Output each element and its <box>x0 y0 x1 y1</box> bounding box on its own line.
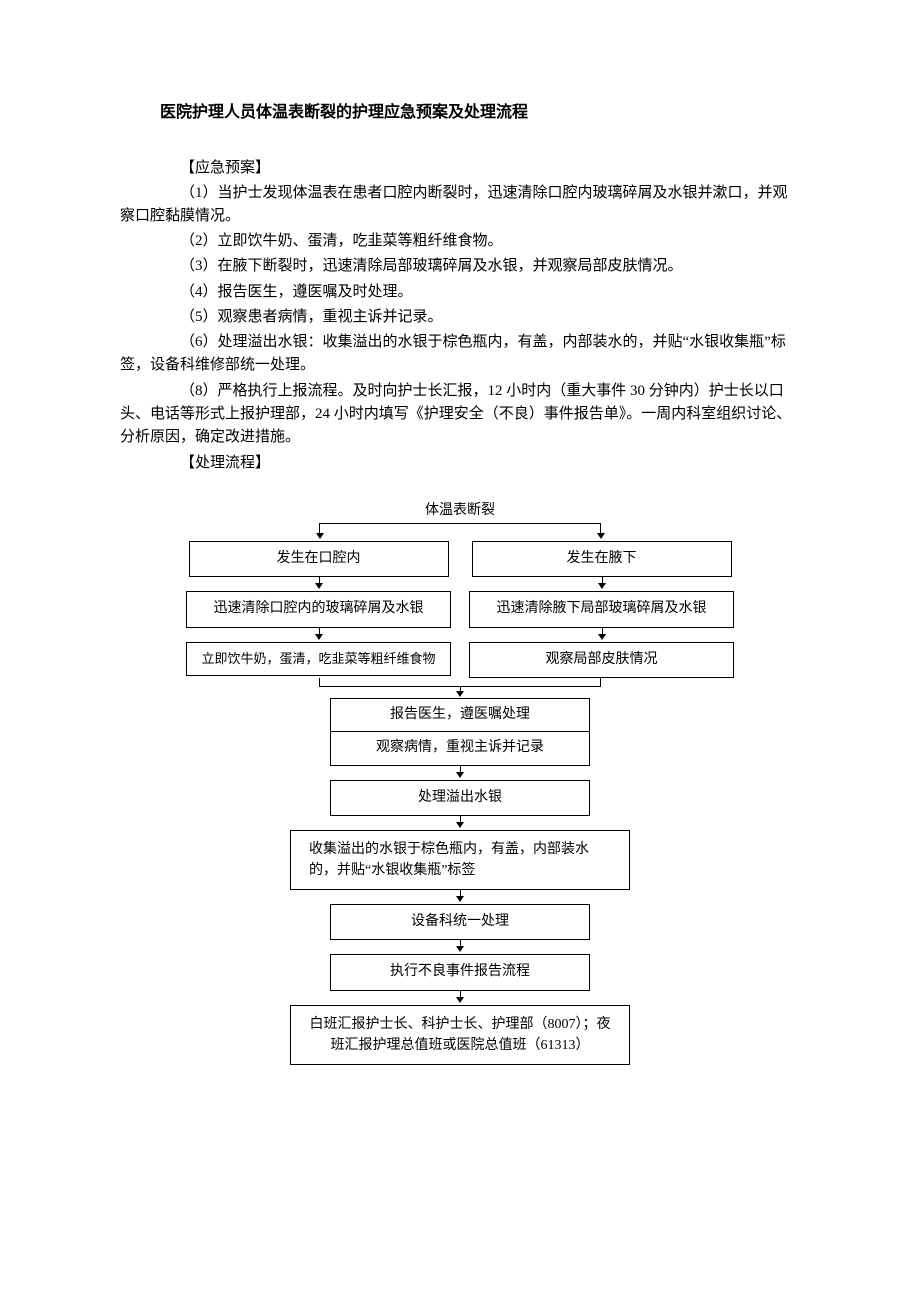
arrow-down-icon <box>455 890 465 904</box>
arrow-down-icon <box>455 940 465 954</box>
plan-p4: （4）报告医生，遵医嘱及时处理。 <box>180 281 800 304</box>
plan-p8: （8）严格执行上报流程。及时向护士长汇报，12 小时内（重大事件 30 分钟内）… <box>120 380 800 450</box>
flow-node-right-1: 发生在腋下 <box>472 541 732 577</box>
plan-p3: （3）在腋下断裂时，迅速清除局部玻璃碎屑及水银，并观察局部皮肤情况。 <box>120 255 800 278</box>
flow-node-m3: 收集溢出的水银于棕色瓶内，有盖，内部装水的，并贴“水银收集瓶”标签 <box>290 830 630 890</box>
plan-p5: （5）观察患者病情，重视主诉并记录。 <box>180 306 800 329</box>
flow-node-m6: 白班汇报护士长、科护士长、护理部（8007）；夜班汇报护理总值班或医院总值班（6… <box>290 1005 630 1065</box>
flow-row-1: 发生在口腔内 迅速清除口腔内的玻璃碎屑及水银 立即饮牛奶，蛋清，吃韭菜等粗纤维食… <box>120 541 800 678</box>
plan-p1: （1）当护士发现体温表在患者口腔内断裂时，迅速清除口腔内玻璃碎屑及水银并漱口，并… <box>120 182 800 229</box>
process-flow-header: 【处理流程】 <box>180 451 800 475</box>
flow-merge-connector <box>189 678 731 698</box>
flowchart-container: 体温表断裂 发生在口腔内 迅速清除口腔内的玻璃碎屑及水银 立即饮牛奶，蛋清，吃韭… <box>120 500 800 1065</box>
plan-p6: （6）处理溢出水银：收集溢出的水银于棕色瓶内，有盖，内部装水的，并贴“水银收集瓶… <box>120 331 800 378</box>
arrow-down-icon <box>455 991 465 1005</box>
flow-node-m5: 执行不良事件报告流程 <box>330 954 590 990</box>
flow-node-left-2: 迅速清除口腔内的玻璃碎屑及水银 <box>186 591 451 627</box>
flow-node-merged-1: 报告医生，遵医嘱处理 观察病情，重视主诉并记录 <box>330 698 590 766</box>
arrow-down-icon <box>597 628 607 642</box>
emergency-plan-header: 【应急预案】 <box>180 156 800 180</box>
page-title: 医院护理人员体温表断裂的护理应急预案及处理流程 <box>160 100 800 126</box>
flow-node-m2: 处理溢出水银 <box>330 780 590 816</box>
flow-node-right-3: 观察局部皮肤情况 <box>469 642 734 678</box>
flow-right-col: 发生在腋下 迅速清除腋下局部玻璃碎屑及水银 观察局部皮肤情况 <box>469 541 734 678</box>
flow-start-label: 体温表断裂 <box>425 500 495 522</box>
arrow-down-icon <box>597 577 607 591</box>
flow-node-m1b: 观察病情，重视主诉并记录 <box>331 732 589 764</box>
flow-node-left-3: 立即饮牛奶，蛋清，吃韭菜等粗纤维食物 <box>186 642 451 677</box>
arrow-down-icon <box>455 766 465 780</box>
plan-p2: （2）立即饮牛奶、蛋清，吃韭菜等粗纤维食物。 <box>180 230 800 253</box>
flow-split-connector <box>189 523 731 541</box>
flow-node-m1a: 报告医生，遵医嘱处理 <box>331 699 589 732</box>
flow-left-col: 发生在口腔内 迅速清除口腔内的玻璃碎屑及水银 立即饮牛奶，蛋清，吃韭菜等粗纤维食… <box>186 541 451 678</box>
arrow-down-icon <box>314 577 324 591</box>
flow-node-left-1: 发生在口腔内 <box>189 541 449 577</box>
flow-node-right-2: 迅速清除腋下局部玻璃碎屑及水银 <box>469 591 734 627</box>
flow-node-m4: 设备科统一处理 <box>330 904 590 940</box>
arrow-down-icon <box>314 628 324 642</box>
arrow-down-icon <box>455 816 465 830</box>
